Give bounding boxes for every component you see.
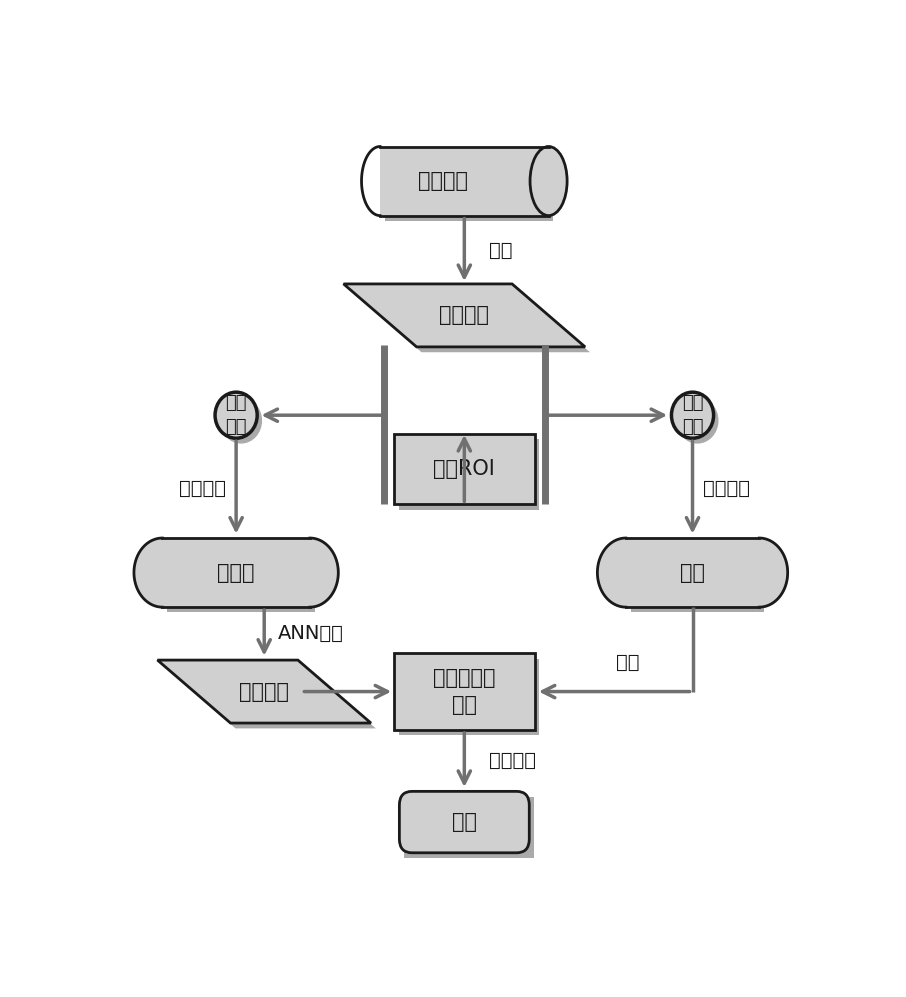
Bar [626,538,759,607]
Circle shape [220,398,262,444]
Bar [631,543,764,612]
Polygon shape [349,289,590,352]
Bar [162,538,310,607]
Polygon shape [343,284,585,347]
Text: 特征: 特征 [680,562,705,582]
Text: 视频文件: 视频文件 [419,171,468,191]
FancyBboxPatch shape [400,792,529,852]
Bar [399,659,539,736]
Circle shape [671,392,714,439]
Text: 标记ROI: 标记ROI [433,459,496,479]
Bar [381,147,548,215]
Text: 训练
样本: 训练 样本 [226,395,246,436]
Text: 概率: 概率 [452,813,477,832]
Bar [168,543,314,612]
Polygon shape [162,665,376,729]
Text: 提取特征: 提取特征 [703,479,750,498]
Text: 拆帧: 拆帧 [489,240,513,259]
Text: 特征库: 特征库 [217,562,255,582]
Text: 测试
样本: 测试 样本 [682,395,703,436]
Text: 相似程度: 相似程度 [489,751,536,770]
Bar [394,653,535,730]
Bar [404,797,535,858]
Text: 分类: 分类 [616,653,640,672]
Text: ANN分类: ANN分类 [278,624,344,643]
Bar [394,434,535,504]
Text: 提取特征: 提取特征 [178,479,226,498]
Text: 分类界面: 分类界面 [239,682,289,702]
Bar [399,439,539,509]
Text: 图像序列: 图像序列 [439,305,489,325]
Bar [385,152,554,221]
Ellipse shape [530,147,567,215]
Circle shape [215,392,257,439]
Polygon shape [158,660,371,723]
Circle shape [677,398,718,444]
Text: 对测试样本
分类: 对测试样本 分类 [433,668,496,715]
